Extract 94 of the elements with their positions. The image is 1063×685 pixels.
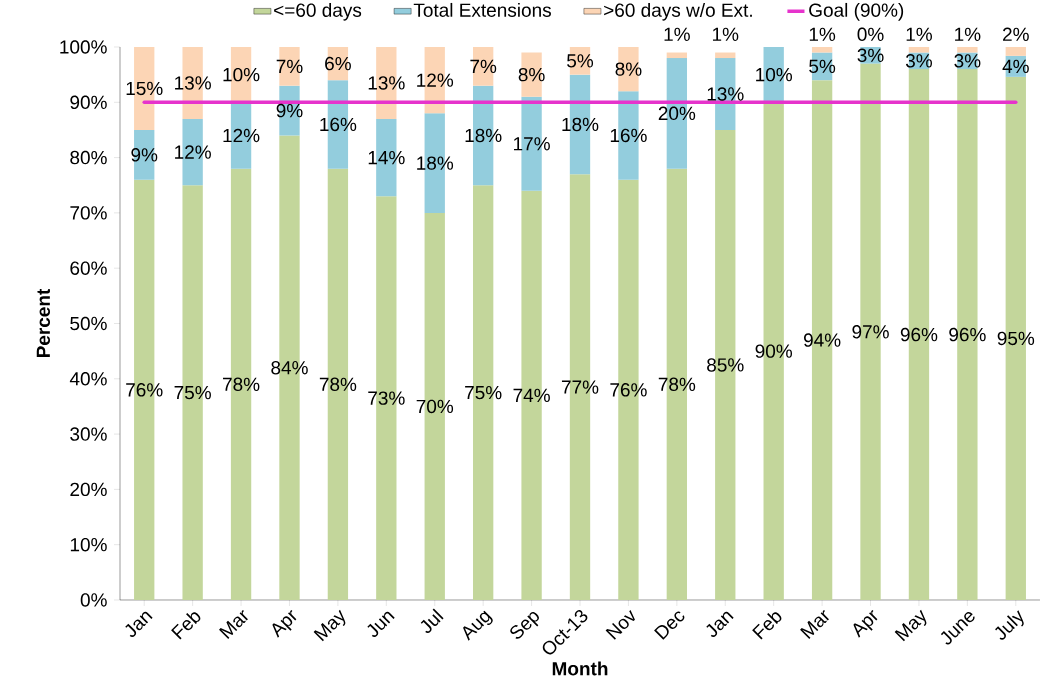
y-tick-label: 40% bbox=[69, 372, 107, 386]
y-tick-label: 10% bbox=[70, 537, 107, 552]
data-label: 1% bbox=[664, 27, 690, 41]
data-label: 77% bbox=[561, 380, 599, 394]
data-label: 7% bbox=[276, 59, 303, 73]
bar bbox=[811, 46, 833, 53]
x-tick-label: Jan bbox=[125, 611, 153, 637]
y-tick-label: 50% bbox=[70, 316, 107, 331]
data-label: 78% bbox=[223, 377, 260, 392]
data-label: 10% bbox=[756, 67, 793, 82]
data-label: 0% bbox=[857, 27, 884, 41]
data-label: 3% bbox=[857, 48, 884, 63]
data-label: 8% bbox=[615, 62, 642, 76]
y-tick-label: 80% bbox=[70, 150, 107, 165]
legend-label: <=60 days bbox=[274, 2, 362, 21]
data-label: 76% bbox=[610, 383, 647, 397]
y-tick-label: 0% bbox=[80, 593, 107, 607]
data-label: 85% bbox=[707, 358, 744, 372]
data-label: 4% bbox=[1002, 59, 1029, 73]
bar bbox=[1005, 46, 1026, 56]
x-tick-label: Feb bbox=[752, 612, 782, 640]
data-label: 6% bbox=[325, 56, 351, 71]
data-label: 94% bbox=[803, 333, 841, 347]
data-label: 8% bbox=[518, 67, 545, 82]
data-label: 73% bbox=[368, 391, 405, 405]
data-label: 3% bbox=[905, 54, 932, 68]
data-label: 84% bbox=[271, 361, 308, 375]
data-label: 18% bbox=[465, 128, 502, 143]
x-tick-label: Sep bbox=[510, 611, 539, 639]
data-label: 16% bbox=[610, 128, 647, 143]
data-label: 9% bbox=[131, 148, 158, 162]
data-label: 13% bbox=[175, 76, 211, 90]
data-label: 90% bbox=[755, 344, 793, 358]
x-tick-label: Mar bbox=[800, 609, 829, 639]
x-axis-title: Month bbox=[552, 661, 608, 676]
data-label: 18% bbox=[562, 117, 599, 132]
data-label: 7% bbox=[470, 59, 497, 73]
data-label: 97% bbox=[852, 325, 889, 339]
data-label: 9% bbox=[276, 103, 303, 118]
x-tick-label: Jun bbox=[367, 611, 395, 637]
legend-label: >60 days w/o Ext. bbox=[604, 2, 752, 21]
x-tick-label: Nov bbox=[605, 609, 635, 640]
x-tick-label: Apr bbox=[853, 609, 878, 638]
data-label: 76% bbox=[126, 383, 163, 397]
y-tick-label: 90% bbox=[70, 95, 107, 110]
data-label: 13% bbox=[368, 76, 405, 90]
data-label: 3% bbox=[954, 54, 981, 68]
legend-label: Goal (90%) bbox=[809, 2, 904, 21]
x-tick-label: Jul bbox=[420, 608, 444, 633]
data-label: 96% bbox=[900, 327, 938, 342]
x-tick-label: Mar bbox=[219, 609, 248, 639]
y-tick-label: 60% bbox=[70, 261, 107, 275]
data-label: 78% bbox=[319, 377, 357, 392]
x-tick-label: Jan bbox=[706, 611, 734, 637]
x-tick-label: Dec bbox=[654, 611, 685, 640]
data-label: 1% bbox=[955, 27, 981, 41]
y-tick-label: 30% bbox=[70, 427, 107, 441]
y-tick-label: 100% bbox=[60, 40, 107, 54]
data-label: 12% bbox=[175, 145, 211, 159]
data-label: 1% bbox=[906, 27, 932, 41]
x-tick-label: July bbox=[995, 610, 1024, 640]
data-label: 15% bbox=[126, 81, 163, 96]
x-tick-label: Aug bbox=[463, 610, 493, 641]
data-label: 5% bbox=[567, 54, 594, 68]
bar bbox=[908, 46, 930, 53]
data-label: 1% bbox=[809, 27, 836, 41]
data-label: 14% bbox=[368, 150, 405, 165]
data-label: 96% bbox=[949, 327, 986, 342]
data-label: 78% bbox=[658, 377, 696, 392]
data-label: 20% bbox=[658, 106, 696, 121]
data-label: 75% bbox=[465, 385, 502, 400]
x-tick-label: Feb bbox=[171, 612, 201, 640]
data-label: 2% bbox=[1003, 27, 1029, 41]
data-label: 75% bbox=[174, 385, 211, 400]
y-tick-label: 20% bbox=[70, 482, 107, 497]
y-tick-label: 70% bbox=[70, 206, 107, 220]
y-axis-title: Percent bbox=[36, 288, 51, 358]
data-label: 1% bbox=[712, 27, 739, 41]
bar bbox=[957, 46, 978, 53]
data-label: 74% bbox=[513, 388, 550, 403]
data-label: 5% bbox=[809, 59, 836, 74]
data-label: 18% bbox=[417, 156, 454, 170]
data-label: 12% bbox=[417, 73, 454, 87]
data-label: 12% bbox=[223, 128, 260, 143]
data-label: 95% bbox=[997, 331, 1035, 346]
data-label: 13% bbox=[707, 87, 744, 101]
legend-label: Total Extensions bbox=[413, 2, 551, 17]
data-label: 16% bbox=[320, 117, 357, 132]
data-label: 70% bbox=[416, 399, 454, 414]
data-label: 10% bbox=[223, 67, 260, 82]
x-tick-label: May bbox=[313, 609, 346, 642]
data-label: 17% bbox=[514, 137, 550, 151]
x-tick-label: May bbox=[894, 609, 927, 642]
x-tick-label: Apr bbox=[272, 609, 297, 638]
